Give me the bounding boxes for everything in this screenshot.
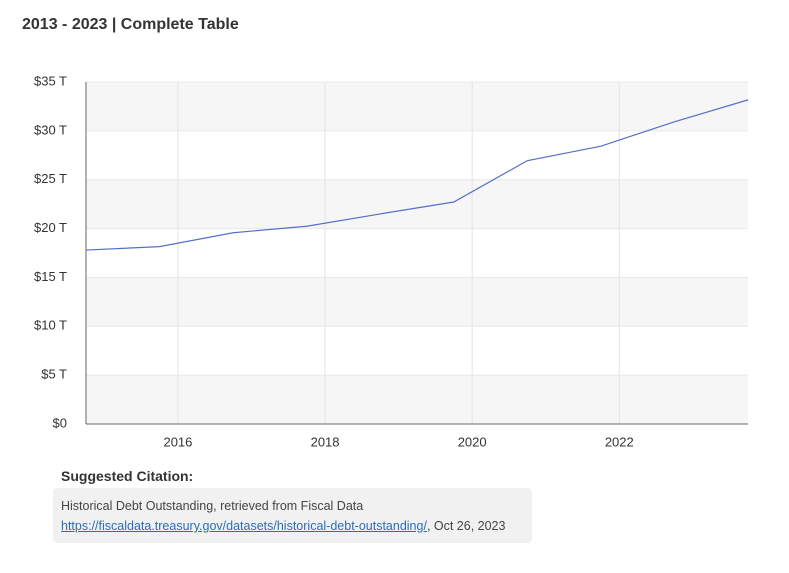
y-tick-label: $25 T [34,171,67,186]
citation-date: , Oct 26, 2023 [426,519,506,533]
citation-link[interactable]: https://fiscaldata.treasury.gov/datasets… [61,519,427,533]
plot-band [86,326,748,376]
x-tick-label: 2018 [311,434,340,449]
y-tick-label: $10 T [34,318,67,333]
y-tick-label: $0 [53,415,67,430]
y-tick-label: $30 T [34,122,67,137]
citation-heading: Suggested Citation: [61,468,194,484]
plot-band [86,375,748,424]
citation-box: Historical Debt Outstanding, retrieved f… [53,488,532,543]
plot-band [86,179,748,229]
y-tick-label: $35 T [34,73,67,88]
y-tick-label: $20 T [34,220,67,235]
plot-band [86,228,748,278]
x-tick-label: 2022 [605,434,634,449]
plot-band [86,130,748,180]
y-tick-label: $5 T [41,367,67,382]
data-line [85,99,749,251]
y-tick-label: $15 T [34,269,67,284]
citation-text: Historical Debt Outstanding, retrieved f… [61,499,364,513]
plot-band [86,277,748,327]
chart-title: 2013 - 2023 | Complete Table [22,16,239,33]
x-tick-label: 2016 [163,434,192,449]
chart: 2013 - 2023 | Complete Table $0 $5 T $10 T… [22,16,749,449]
x-tick-label: 2020 [458,434,487,449]
plot-band [86,82,748,131]
